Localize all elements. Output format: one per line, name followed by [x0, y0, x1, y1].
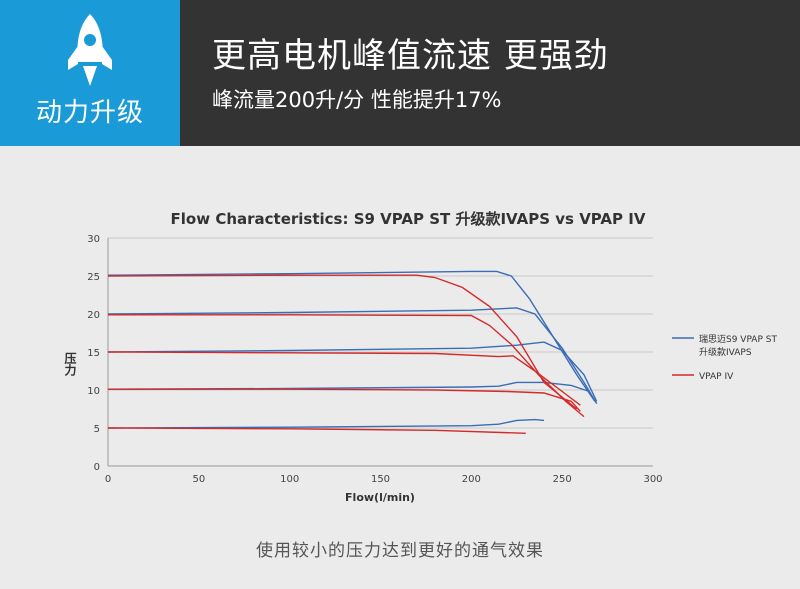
y-axis-label: 压力 — [63, 352, 77, 377]
x-tick-label: 150 — [371, 474, 390, 485]
x-tick-label: 300 — [643, 474, 662, 485]
series-line-1-curve-1 — [107, 270, 596, 402]
y-tick-label: 30 — [87, 234, 100, 245]
series-line-1-curve-5 — [107, 418, 545, 429]
chart-title: Flow Characteristics: S9 VPAP ST 升级款IVAP… — [171, 210, 646, 228]
y-tick-label: 20 — [87, 310, 100, 321]
y-tick-label: 5 — [94, 424, 100, 435]
legend-label-1: 升级款IVAPS — [699, 346, 752, 358]
y-tick-label: 10 — [87, 386, 100, 397]
y-tick-label: 15 — [87, 348, 100, 359]
x-axis-label: Flow(l/min) — [345, 491, 415, 504]
grid-lines — [108, 237, 653, 429]
feature-badge: 动力升级 — [0, 0, 180, 146]
series-line-2-curve-4 — [108, 388, 581, 412]
x-tick-label: 0 — [105, 474, 111, 485]
series-line-2-curve-3 — [107, 351, 581, 406]
series-line-2-curve-1 — [107, 274, 578, 410]
series-line-2-curve-2 — [108, 314, 585, 418]
legend-label-2: VPAP IV — [699, 372, 734, 382]
series-line-1-curve-3 — [107, 341, 598, 402]
y-tick-labels: 0 5 10 15 20 25 30 — [87, 234, 100, 473]
series-line-1-curve-4 — [107, 381, 590, 393]
plot-lines — [107, 270, 598, 434]
flow-chart: Flow Characteristics: S9 VPAP ST 升级款IVAP… — [63, 210, 777, 504]
badge-label: 动力升级 — [35, 98, 144, 128]
subline: 峰流量200升/分 性能提升17% — [212, 88, 502, 112]
legend-label-1: 瑞思迈S9 VPAP ST — [699, 333, 777, 345]
y-tick-label: 25 — [87, 272, 100, 283]
header-bar: 动力升级 更高电机峰值流速 更强劲 峰流量200升/分 性能提升17% — [0, 0, 800, 146]
series-line-1-curve-2 — [107, 307, 598, 405]
x-tick-label: 100 — [280, 474, 299, 485]
rocket-icon — [68, 14, 112, 86]
x-tick-label: 250 — [553, 474, 572, 485]
footer-caption: 使用较小的压力达到更好的通气效果 — [256, 541, 544, 561]
series-line-2-curve-5 — [107, 427, 526, 434]
headline: 更高电机峰值流速 更强劲 — [212, 36, 609, 76]
x-tick-label: 200 — [462, 474, 481, 485]
y-tick-label: 0 — [94, 462, 100, 473]
x-tick-labels: 0 50 100 150 200 250 300 — [105, 474, 663, 485]
x-tick-label: 50 — [192, 474, 205, 485]
